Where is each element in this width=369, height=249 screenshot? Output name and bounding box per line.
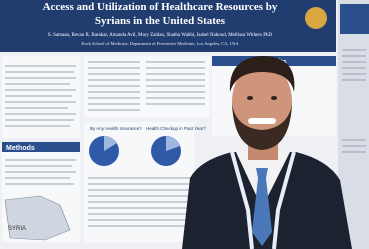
logo xyxy=(305,7,327,29)
poster-title: Access and Utilization of Healthcare Res… xyxy=(43,1,278,13)
right-logo xyxy=(340,4,369,34)
page: Poster photo {"poster": { "title": ["Acc… xyxy=(0,0,369,249)
photo: Access and Utilization of Healthcare Res… xyxy=(0,0,369,249)
panel xyxy=(84,56,210,118)
poster-authors: S. Samaan, Revan R. Barakat, Amanda Avil… xyxy=(48,33,273,38)
poster-title: Syrians in the United States xyxy=(95,15,226,27)
section-heading: Methods xyxy=(6,145,35,152)
chart-title: Health Checkup in Past Year? xyxy=(146,126,206,131)
map-label: SYRIA xyxy=(8,226,26,232)
chart-title: By Any Health Insurance? xyxy=(90,126,142,131)
body: Access and Utilization of Healthcare Res… xyxy=(0,0,369,249)
